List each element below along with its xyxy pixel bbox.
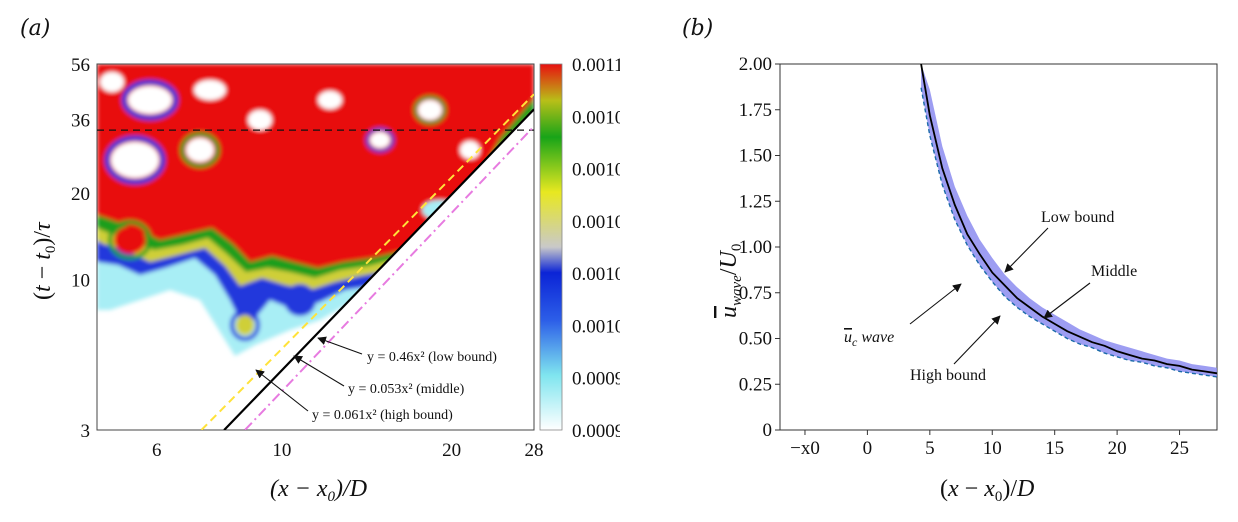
annotation-arrow-uc bbox=[909, 283, 962, 325]
colorbar-tick-1: 0.00108 bbox=[572, 107, 620, 128]
x-tick-label-b-2: 5 bbox=[925, 438, 935, 459]
colorbar-tick-4: 0.00102 bbox=[572, 264, 620, 285]
y-tick-label-b-6: 1.50 bbox=[739, 146, 772, 167]
annotation-arrow-b-2 bbox=[953, 315, 1001, 365]
y-tick-label-b-4: 1.00 bbox=[739, 237, 772, 258]
annotation-arrow-a-2 bbox=[255, 369, 309, 412]
colorbar-tick-3: 0.00104 bbox=[572, 212, 620, 233]
fit-line-label-2: y = 0.061x² (high bound) bbox=[312, 408, 453, 423]
high-bound-label: High bound bbox=[910, 367, 986, 384]
x-tick-label-b-6: 25 bbox=[1170, 438, 1189, 459]
x-axis-label-a: (x − x0)/D bbox=[270, 476, 367, 505]
x-tick-label-a-0: 6 bbox=[152, 440, 162, 461]
x-tick-label-a-1: 10 bbox=[272, 440, 291, 461]
y-tick-label-b-1: 0.25 bbox=[739, 374, 772, 395]
y-tick-label-b-7: 1.75 bbox=[739, 100, 772, 121]
x-tick-label-b-5: 20 bbox=[1108, 438, 1127, 459]
y-tick-label-a-1: 10 bbox=[71, 270, 90, 291]
y-tick-label-a-0: 3 bbox=[81, 421, 91, 442]
y-tick-label-a-2: 20 bbox=[71, 184, 90, 205]
panel-label-a: (a) bbox=[20, 16, 51, 41]
fit-line-dashdot bbox=[244, 125, 534, 430]
y-axis-label-a: (t − t0)/τ bbox=[30, 221, 59, 300]
high-bound-curve bbox=[920, 87, 1217, 378]
line-chart: −x0 0 5 10 15 20 25 0 0.25 0.50 0.75 1.00 1.25 1.50 1.… bbox=[716, 54, 1218, 505]
low-bound-label: Low bound bbox=[1041, 209, 1114, 226]
heatmap-chart: 6 10 20 28 3 10 20 36 56 y = 0.46x² (low bound) y… bbox=[30, 55, 620, 505]
y-tick-label-b-2: 0.50 bbox=[739, 329, 772, 350]
line-plot-area bbox=[779, 63, 1218, 431]
colorbar-tick-6: 0.00098 bbox=[572, 369, 620, 390]
y-tick-label-b-3: 0.75 bbox=[739, 283, 772, 304]
colorbar bbox=[539, 63, 563, 431]
middle-curve bbox=[920, 64, 1217, 375]
panel-label-b: (b) bbox=[682, 16, 714, 41]
y-tick-label-a-4: 56 bbox=[71, 55, 90, 76]
y-tick-label-a-3: 36 bbox=[71, 110, 90, 131]
x-tick-label-b-3: 10 bbox=[983, 438, 1002, 459]
annotation-arrow-b-1 bbox=[1043, 282, 1091, 319]
x-axis-label-b: (x − x0)/D bbox=[940, 476, 1034, 505]
annotation-arrow-a-0 bbox=[317, 336, 363, 355]
fit-line-solid bbox=[223, 108, 534, 430]
annotation-arrow-b-0 bbox=[1004, 227, 1049, 273]
middle-label: Middle bbox=[1091, 263, 1137, 280]
x-tick-label-a-3: 28 bbox=[525, 440, 544, 461]
annotation-arrow-a-1 bbox=[293, 355, 345, 387]
x-tick-label-a-2: 20 bbox=[442, 440, 461, 461]
x-tick-label-b-4: 15 bbox=[1045, 438, 1064, 459]
colorbar-tick-2: 0.00106 bbox=[572, 160, 620, 181]
x-tick-label-b-1: 0 bbox=[863, 438, 873, 459]
fit-line-label-1: y = 0.053x² (middle) bbox=[348, 382, 465, 397]
uc-wave-label: uc wave bbox=[844, 329, 894, 349]
fit-line-label-0: y = 0.46x² (low bound) bbox=[367, 350, 497, 365]
y-tick-label-b-5: 1.25 bbox=[739, 191, 772, 212]
y-axis-label-b: uwave/U0 bbox=[716, 244, 745, 318]
x-tick-label-b-0: −x0 bbox=[790, 438, 820, 459]
colorbar-tick-7: 0.00096 bbox=[572, 421, 620, 442]
y-tick-label-b-0: 0 bbox=[763, 420, 773, 441]
y-tick-label-b-8: 2.00 bbox=[739, 54, 772, 75]
